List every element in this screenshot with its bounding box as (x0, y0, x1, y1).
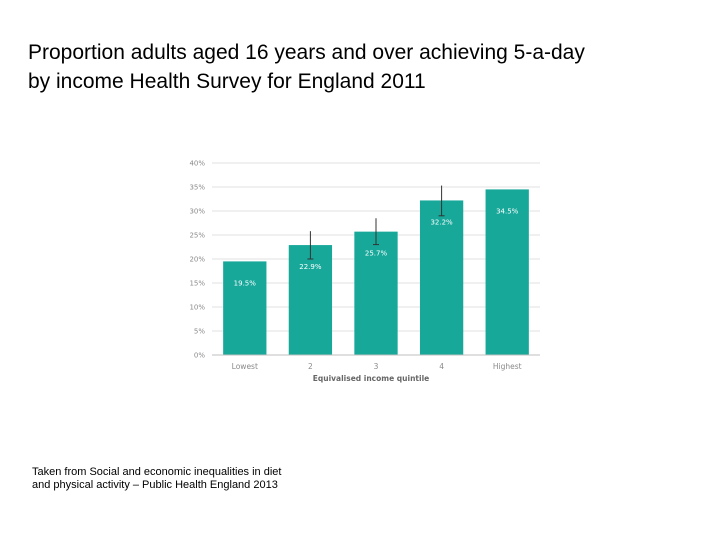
data-label: 19.5% (234, 279, 257, 287)
slide-title-line-2: by income Health Survey for England 2011 (28, 70, 426, 93)
error-layer (307, 185, 445, 260)
label-layer: 19.5% Lowest 22.9% 2 25.7% 3 32.2% 4 34.5% Highes… (232, 207, 522, 371)
source-note: Taken from Social and economic inequalit… (32, 466, 352, 492)
y-tick-label: 20% (189, 256, 205, 264)
bar (485, 189, 529, 355)
x-tick-label: 2 (308, 362, 313, 371)
x-tick-label: 4 (439, 362, 444, 371)
bar (288, 245, 333, 355)
y-tick-label: 25% (189, 232, 205, 240)
x-axis-title: Equivalised income quintile (313, 374, 429, 383)
bar (223, 261, 267, 355)
y-tick-label: 40% (189, 160, 205, 168)
x-tick-label: Highest (493, 362, 522, 371)
y-tick-label: 35% (189, 184, 205, 192)
source-note-line-1: Taken from Social and economic inequalit… (32, 466, 282, 478)
data-label: 34.5% (496, 207, 519, 215)
y-tick-label: 5% (194, 328, 205, 336)
x-tick-label: Lowest (232, 362, 258, 371)
data-label: 22.9% (299, 263, 322, 271)
slide-title: Proportion adults aged 16 years and over… (28, 38, 708, 96)
slide-title-line-1: Proportion adults aged 16 years and over… (28, 41, 585, 64)
y-tick-label: 15% (189, 280, 205, 288)
y-tick-label: 0% (194, 352, 205, 360)
data-label: 25.7% (365, 250, 388, 258)
bar (419, 200, 464, 355)
bar (354, 231, 398, 355)
x-tick-label: 3 (374, 362, 379, 371)
y-tick-label: 10% (189, 304, 205, 312)
bar-layer (223, 189, 529, 355)
y-tick-label: 30% (189, 208, 205, 216)
source-note-line-2: and physical activity – Public Health En… (32, 479, 278, 491)
data-label: 32.2% (430, 218, 453, 226)
